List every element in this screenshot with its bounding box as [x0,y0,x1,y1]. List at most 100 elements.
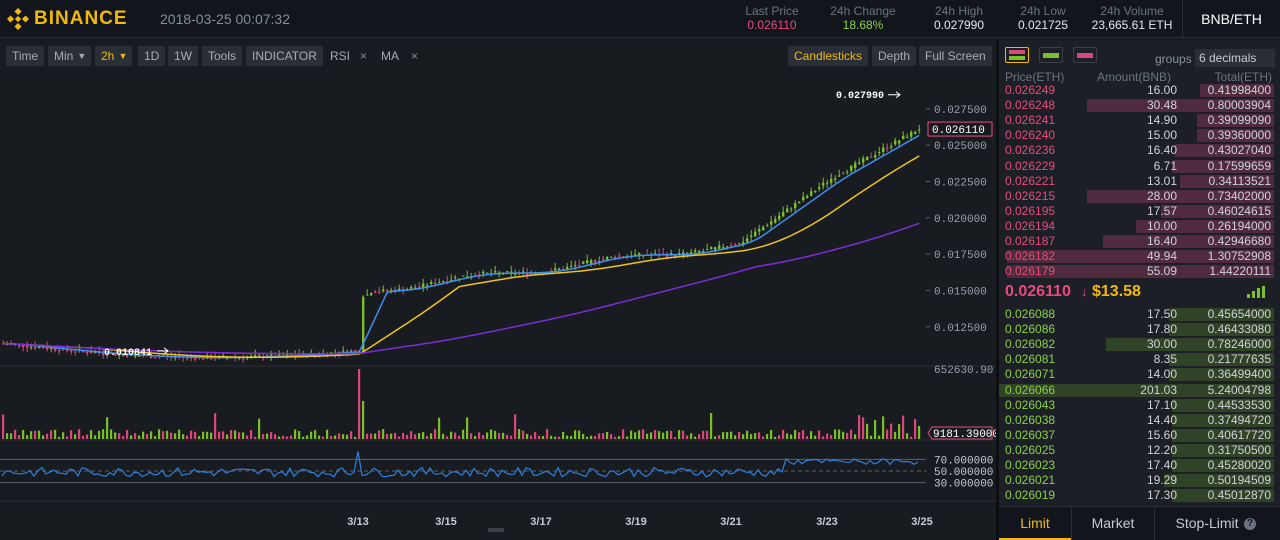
price-tick-label: 0.012500 [934,323,987,335]
time-button[interactable]: Time [6,46,45,66]
bid-row[interactable]: 0.026025 12.20 0.31750500 [999,443,1274,458]
ask-row[interactable]: 0.026229 6.71 0.17599659 [999,159,1274,174]
date-tick-label: 3/23 [816,516,837,528]
interval-1w-button[interactable]: 1W [168,46,198,66]
ask-row[interactable]: 0.026221 13.01 0.34113521 [999,174,1274,189]
view-both-icon[interactable] [1005,47,1029,63]
scroll-handle [488,528,504,532]
tab-stop-limit[interactable]: Stop-Limit [1175,515,1239,531]
volume-bar [258,418,261,439]
bid-row[interactable]: 0.026019 17.30 0.45012870 [999,488,1274,503]
bid-row[interactable]: 0.026066 201.03 5.24004798 [999,383,1274,398]
candle-body [38,347,41,349]
panel-divider[interactable] [996,40,999,540]
view-asks-icon[interactable] [1073,47,1097,63]
ask-row[interactable]: 0.026195 17.57 0.46024615 [999,204,1274,219]
row-total: 0.26194000 [1207,218,1271,233]
bid-row[interactable]: 0.026081 8.35 0.21777635 [999,352,1274,367]
volume-bar [714,436,717,439]
ask-row[interactable]: 0.026182 49.94 1.30752908 [999,249,1274,264]
indicator-button[interactable]: INDICATOR [246,46,323,66]
remove-ma-icon[interactable]: × [411,49,419,63]
ask-row[interactable]: 0.026240 15.00 0.39360000 [999,128,1274,143]
candle-body [210,357,213,359]
brand-logo[interactable]: BINANCE [7,8,128,30]
ask-row[interactable]: 0.026187 16.40 0.42946680 [999,234,1274,249]
bid-row[interactable]: 0.026082 30.00 0.78246000 [999,337,1274,352]
volume-bar [802,430,805,439]
depth-bar [1136,219,1274,233]
interval-dropdown[interactable]: 2h ▼ [95,46,133,66]
remove-rsi-icon[interactable]: × [360,49,368,63]
candle-body [722,247,725,249]
ask-row[interactable]: 0.026249 16.00 0.41998400 [999,83,1274,98]
row-amount: 19.29 [1146,473,1177,488]
min-dropdown[interactable]: Min ▼ [48,46,92,66]
bid-row[interactable]: 0.026038 14.40 0.37494720 [999,413,1274,428]
view-bids-icon[interactable] [1039,47,1063,63]
volume-bar [466,417,469,439]
volume-bar [214,413,217,439]
interval-label: 2h [101,49,115,63]
tools-button[interactable]: Tools [202,46,243,66]
row-price: 0.026088 [1005,307,1056,321]
bid-row[interactable]: 0.026037 15.60 0.40617720 [999,428,1274,443]
volume-bar [762,436,765,439]
volume-bar [602,433,605,439]
server-datetime: 2018-03-25 00:07:32 [160,11,290,27]
fullscreen-button[interactable]: Full Screen [919,46,992,66]
ask-row[interactable]: 0.026241 14.90 0.39099090 [999,113,1274,128]
tab-limit[interactable]: Limit [999,507,1071,540]
bid-row[interactable]: 0.026086 17.80 0.46433080 [999,322,1274,337]
candle-body [414,287,417,289]
volume-bar [910,436,913,439]
volume-bar [770,430,773,439]
decimals-select[interactable]: 6 decimals [1195,49,1275,67]
row-price: 0.026187 [1005,234,1056,248]
ask-row[interactable]: 0.026179 55.09 1.44220111 [999,264,1274,279]
bid-row[interactable]: 0.026021 19.29 0.50194509 [999,473,1274,488]
volume-bar [22,429,25,439]
volume-bar [862,417,865,439]
volume-bar [422,432,425,439]
ask-row[interactable]: 0.026248 30.48 0.80003904 [999,98,1274,113]
candle-body [154,357,157,359]
row-amount: 17.50 [1146,307,1177,321]
candle-body [758,228,761,232]
candle-body [34,347,37,349]
depth-bar [1103,235,1274,248]
candle-body [730,245,733,247]
interval-1d-button[interactable]: 1D [138,46,166,66]
volume-bar [106,417,109,439]
candle-body [354,350,357,352]
depth-button[interactable]: Depth [872,46,917,66]
bid-row[interactable]: 0.026023 17.40 0.45280020 [999,458,1274,473]
bid-row[interactable]: 0.026088 17.50 0.45654000 [999,307,1274,322]
pair-selector[interactable]: BNB/ETH [1182,0,1280,38]
depth-bar [1169,308,1274,321]
candlesticks-button[interactable]: Candlesticks [788,46,869,66]
volume-bar [670,430,673,439]
candle-body [366,294,369,296]
row-total: 0.45654000 [1207,307,1271,321]
volume-bar [738,432,741,439]
help-icon[interactable]: ? [1244,518,1256,530]
volume-bar [110,429,113,439]
volume-bar [902,415,905,439]
price-chart[interactable]: 0.027500 0.025000 0.022500 0.020000 0.017500… [0,70,996,540]
price-column-header: Price(ETH) [1005,70,1065,84]
ask-row[interactable]: 0.026236 16.40 0.43027040 [999,143,1274,158]
volume-bar [134,433,137,439]
bid-row[interactable]: 0.026071 14.00 0.36499400 [999,367,1274,382]
ask-row[interactable]: 0.026194 10.00 0.26194000 [999,219,1274,234]
row-total: 0.46433080 [1207,322,1271,337]
tab-market[interactable]: Market [1071,507,1155,540]
candle-body [842,172,845,174]
volume-bar [6,433,9,439]
ask-row[interactable]: 0.026215 28.00 0.73402000 [999,189,1274,204]
row-price: 0.026021 [1005,473,1056,488]
volume-bar [506,434,509,439]
date-tick-label: 3/15 [435,516,456,528]
bid-row[interactable]: 0.026043 17.10 0.44533530 [999,398,1274,413]
candle-body [258,355,261,357]
